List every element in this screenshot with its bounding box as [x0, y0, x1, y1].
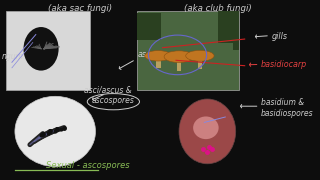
Text: asci/ascus &: asci/ascus &: [84, 86, 131, 94]
Text: (aka sac fungi): (aka sac fungi): [49, 4, 113, 13]
Text: (aka club fungi): (aka club fungi): [184, 4, 252, 13]
Bar: [137, 11, 239, 90]
Text: gills: gills: [272, 31, 288, 40]
Bar: [156, 57, 161, 68]
Ellipse shape: [186, 50, 214, 61]
Bar: [6, 11, 90, 90]
Text: basidiocarp: basidiocarp: [261, 60, 307, 69]
Text: basidiospores: basidiospores: [261, 109, 314, 118]
Text: basidium &: basidium &: [261, 98, 304, 107]
Text: ascospores: ascospores: [92, 96, 135, 105]
Text: ascocarp: ascocarp: [137, 50, 173, 59]
Ellipse shape: [15, 96, 95, 166]
Text: ngum: ngum: [2, 52, 23, 61]
Bar: [233, 11, 239, 50]
Bar: [197, 57, 202, 69]
Ellipse shape: [145, 51, 172, 61]
Ellipse shape: [164, 51, 194, 63]
Bar: [177, 58, 181, 71]
Text: Sexual - ascospores: Sexual - ascospores: [46, 161, 130, 170]
Bar: [137, 13, 161, 40]
Ellipse shape: [179, 99, 236, 164]
Ellipse shape: [193, 116, 219, 139]
Bar: [218, 11, 239, 43]
Ellipse shape: [23, 27, 59, 71]
